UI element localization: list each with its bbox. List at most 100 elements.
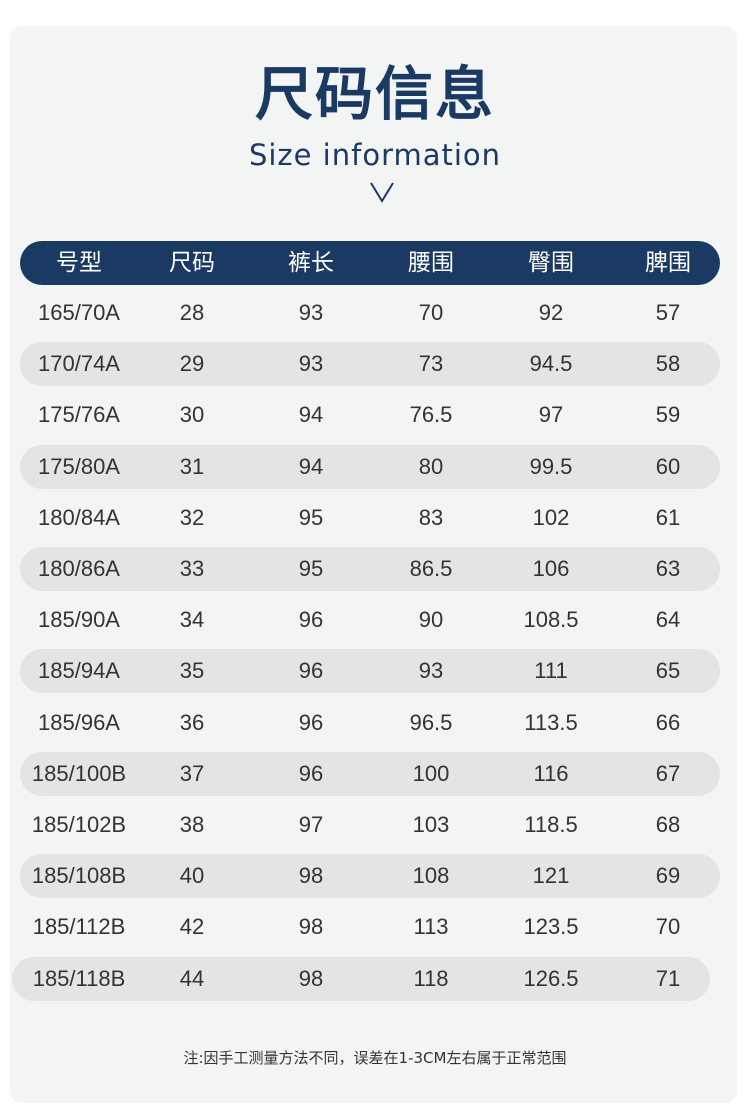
table-cell-size: 36 xyxy=(179,710,205,735)
table-cell-length: 96 xyxy=(298,710,324,735)
table-cell-waist: 83 xyxy=(418,505,444,530)
measurement-note: 注:因手工测量方法不同，误差在1-3CM左右属于正常范围 xyxy=(183,1049,567,1067)
table-cell-thigh: 71 xyxy=(655,966,681,991)
header-cell-model: 号型 xyxy=(56,250,102,276)
table-cell-model: 185/100B xyxy=(31,761,127,786)
table-cell-waist: 90 xyxy=(418,607,444,632)
chevron-down-icon xyxy=(370,182,394,203)
table-cell-length: 96 xyxy=(298,607,324,632)
table-cell-size: 33 xyxy=(179,556,205,581)
header-cell-waist: 腰围 xyxy=(408,250,454,276)
table-row: 185/90A 34 96 90 108.5 64 xyxy=(20,598,720,642)
table-cell-size: 28 xyxy=(179,300,205,325)
table-cell-length: 93 xyxy=(298,351,324,376)
table-cell-size: 29 xyxy=(179,351,205,376)
table-cell-size: 30 xyxy=(179,402,205,427)
table-cell-size: 31 xyxy=(179,454,205,479)
header-cell-length: 裤长 xyxy=(288,250,334,276)
table-row: 185/94A 35 96 93 111 65 xyxy=(20,649,720,693)
table-row: 175/80A 31 94 80 99.5 60 xyxy=(20,445,720,489)
table-cell-size: 35 xyxy=(179,658,205,683)
table-cell-waist: 118 xyxy=(413,966,449,991)
table-row: 185/108B 40 98 108 121 69 xyxy=(20,854,720,898)
table-cell-waist: 86.5 xyxy=(409,556,453,581)
table-cell-model: 175/80A xyxy=(38,454,120,479)
table-cell-hip: 126.5 xyxy=(523,966,579,991)
table-row: 185/112B 42 98 113 123.5 70 xyxy=(20,905,720,949)
table-cell-hip: 121 xyxy=(532,863,570,888)
table-row: 180/84A 32 95 83 102 61 xyxy=(20,496,720,540)
table-cell-length: 98 xyxy=(298,966,324,991)
table-cell-waist: 80 xyxy=(418,454,444,479)
page-title: 尺码信息 xyxy=(254,60,495,128)
table-cell-model: 185/108B xyxy=(31,863,127,888)
header-cell-thigh: 脾围 xyxy=(645,250,691,276)
table-cell-size: 42 xyxy=(179,914,205,939)
header-cell-size: 尺码 xyxy=(169,250,215,276)
table-cell-thigh: 61 xyxy=(655,505,681,530)
table-cell-model: 185/102B xyxy=(31,812,127,837)
table-cell-size: 40 xyxy=(179,863,205,888)
table-cell-length: 93 xyxy=(298,300,324,325)
table-cell-hip: 92 xyxy=(538,300,564,325)
table-cell-hip: 113.5 xyxy=(524,710,578,735)
table-cell-size: 38 xyxy=(179,812,205,837)
table-cell-length: 96 xyxy=(298,658,324,683)
table-cell-size: 32 xyxy=(179,505,205,530)
table-cell-length: 94 xyxy=(298,402,324,427)
table-row: 185/96A 36 96 96.5 113.5 66 xyxy=(20,701,720,745)
table-cell-thigh: 59 xyxy=(655,402,681,427)
table-row: 185/102B 38 97 103 118.5 68 xyxy=(20,803,720,847)
table-cell-waist: 70 xyxy=(418,300,444,325)
table-cell-waist: 103 xyxy=(412,812,450,837)
header-cell-hip: 臀围 xyxy=(528,250,574,276)
table-cell-length: 94 xyxy=(298,454,324,479)
table-cell-hip: 97 xyxy=(538,402,564,427)
table-cell-thigh: 68 xyxy=(655,812,681,837)
table-cell-thigh: 57 xyxy=(655,300,681,325)
table-cell-model: 175/76A xyxy=(38,402,120,427)
table-cell-length: 95 xyxy=(298,505,324,530)
table-cell-thigh: 65 xyxy=(655,658,681,683)
table-cell-hip: 106 xyxy=(532,556,570,581)
table-header: 号型 尺码 裤长 腰围 臀围 脾围 xyxy=(20,241,720,285)
table-cell-model: 185/94A xyxy=(38,658,120,683)
table-cell-size: 34 xyxy=(179,607,205,632)
table-cell-waist: 113 xyxy=(413,914,449,939)
table-cell-size: 37 xyxy=(179,761,205,786)
table-cell-thigh: 64 xyxy=(655,607,681,632)
table-row: 185/118B 44 98 118 126.5 71 xyxy=(12,957,710,1001)
table-cell-hip: 123.5 xyxy=(523,914,579,939)
table-cell-hip: 118.5 xyxy=(524,812,578,837)
table-cell-model: 185/118B xyxy=(32,966,126,991)
page-subtitle: Size information xyxy=(248,138,502,172)
table-cell-hip: 108.5 xyxy=(523,607,579,632)
table-cell-thigh: 63 xyxy=(655,556,681,581)
table-cell-model: 185/90A xyxy=(38,607,120,632)
table-cell-hip: 99.5 xyxy=(529,454,573,479)
table-cell-hip: 94.5 xyxy=(529,351,573,376)
table-cell-hip: 111 xyxy=(534,658,568,683)
table-row: 170/74A 29 93 73 94.5 58 xyxy=(20,342,720,386)
table-cell-length: 98 xyxy=(298,863,324,888)
table-cell-waist: 76.5 xyxy=(409,402,453,427)
table-row: 175/76A 30 94 76.5 97 59 xyxy=(20,393,720,437)
table-cell-size: 44 xyxy=(179,966,205,991)
table-cell-thigh: 70 xyxy=(655,914,681,939)
table-cell-thigh: 58 xyxy=(655,351,681,376)
table-cell-model: 180/84A xyxy=(38,505,120,530)
table-cell-thigh: 66 xyxy=(655,710,681,735)
table-row: 165/70A 28 93 70 92 57 xyxy=(20,291,720,335)
table-cell-waist: 93 xyxy=(418,658,444,683)
table-cell-thigh: 69 xyxy=(655,863,681,888)
table-row: 185/100B 37 96 100 116 67 xyxy=(20,752,720,796)
table-cell-length: 96 xyxy=(298,761,324,786)
table-cell-length: 95 xyxy=(298,556,324,581)
table-cell-model: 180/86A xyxy=(38,556,120,581)
table-cell-model: 185/112B xyxy=(32,914,126,939)
table-cell-waist: 96.5 xyxy=(409,710,453,735)
table-cell-thigh: 60 xyxy=(655,454,681,479)
table-cell-model: 170/74A xyxy=(38,351,120,376)
table-cell-model: 185/96A xyxy=(38,710,120,735)
table-cell-waist: 100 xyxy=(412,761,450,786)
